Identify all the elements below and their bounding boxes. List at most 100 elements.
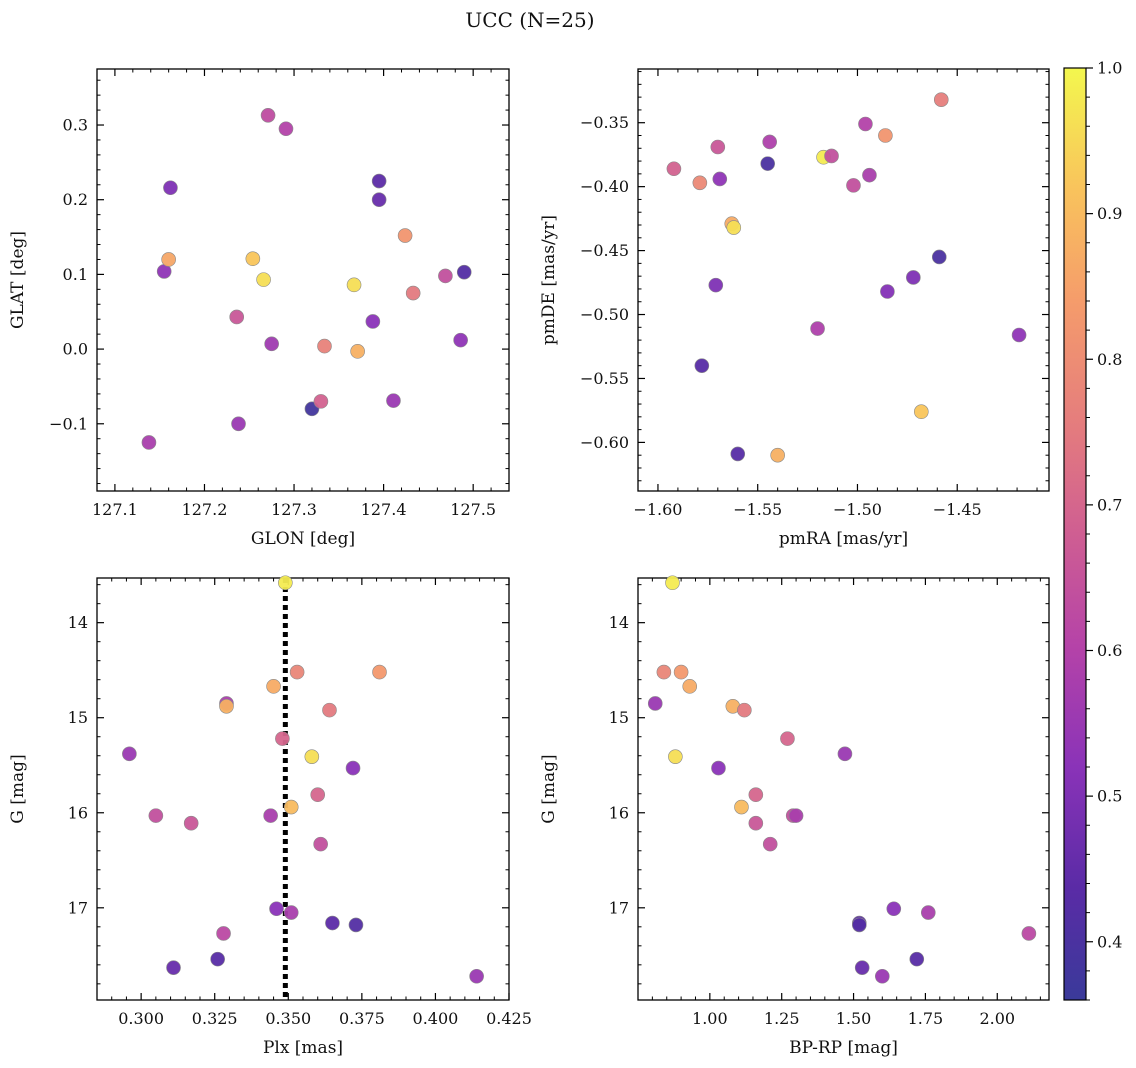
scatter-point (398, 229, 412, 243)
y-tick-label: 0.3 (63, 116, 88, 135)
x-axis-label: GLON [deg] (251, 529, 355, 549)
plot-frame (638, 578, 1049, 1000)
x-tick-label: −1.50 (833, 500, 882, 519)
scatter-point (284, 906, 298, 920)
x-tick-label: 127.3 (271, 500, 317, 519)
y-axis-label: pmDE [mas/yr] (539, 215, 559, 345)
scatter-point (880, 285, 894, 299)
scatter-point (780, 732, 794, 746)
y-tick-label: 14 (68, 613, 88, 632)
scatter-point (727, 221, 741, 235)
scatter-point (162, 252, 176, 266)
scatter-point (265, 337, 279, 351)
scatter-point (910, 952, 924, 966)
scatter-point (219, 699, 233, 713)
y-axis-label: G [mag] (8, 754, 28, 823)
scatter-point (314, 394, 328, 408)
scatter-point (667, 162, 681, 176)
scatter-panel-3: 0.3000.3250.3500.3750.4000.42514151617Pl… (8, 576, 532, 1058)
colorbar-gradient (1064, 68, 1086, 1000)
scatter-point (163, 181, 177, 195)
scatter-point (347, 278, 361, 292)
x-tick-label: 1.50 (836, 1009, 872, 1028)
scatter-point (749, 788, 763, 802)
x-tick-label: 0.325 (192, 1009, 238, 1028)
x-tick-label: 0.425 (486, 1009, 532, 1028)
scatter-point (470, 969, 484, 983)
scatter-point (267, 679, 281, 693)
scatter-point (763, 837, 777, 851)
scatter-point (322, 703, 336, 717)
y-axis-label: G [mag] (539, 754, 559, 823)
x-tick-label: 1.25 (764, 1009, 800, 1028)
scatter-point (934, 93, 948, 107)
colorbar-tick-label: 0.5 (1097, 787, 1122, 806)
scatter-point (270, 902, 284, 916)
scatter-point (648, 696, 662, 710)
x-tick-label: 127.2 (182, 500, 228, 519)
scatter-point (668, 750, 682, 764)
scatter-point (366, 314, 380, 328)
scatter-point (711, 761, 725, 775)
scatter-point (349, 918, 363, 932)
scatter-point (906, 270, 920, 284)
y-tick-label: 0.2 (63, 190, 88, 209)
y-tick-label: 15 (609, 708, 629, 727)
scatter-point (665, 576, 679, 590)
scatter-point (149, 809, 163, 823)
scatter-point (406, 286, 420, 300)
plot-frame (97, 578, 509, 1000)
x-tick-label: 0.375 (339, 1009, 385, 1028)
scatter-point (246, 252, 260, 266)
x-tick-label: −1.55 (733, 500, 782, 519)
y-tick-label: −0.40 (580, 177, 629, 196)
scatter-point (142, 435, 156, 449)
y-tick-label: 17 (68, 898, 88, 917)
x-tick-label: 127.1 (92, 500, 138, 519)
scatter-point (275, 732, 289, 746)
scatter-point (932, 250, 946, 264)
scatter-point (279, 122, 293, 136)
y-tick-label: 0.0 (63, 340, 88, 359)
colorbar-tick-label: 0.9 (1097, 204, 1122, 223)
scatter-point (372, 174, 386, 188)
scatter-point (351, 344, 365, 358)
scatter-point (862, 168, 876, 182)
scatter-point (713, 172, 727, 186)
scatter-point (709, 278, 723, 292)
scatter-point (737, 703, 751, 717)
scatter-point (734, 800, 748, 814)
scatter-point (264, 809, 278, 823)
scatter-point (763, 135, 777, 149)
scatter-point (325, 916, 339, 930)
scatter-point (761, 157, 775, 171)
scatter-point (846, 178, 860, 192)
figure-title: UCC (N=25) (465, 8, 594, 32)
scatter-point (825, 149, 839, 163)
scatter-point (711, 140, 725, 154)
scatter-point (887, 902, 901, 916)
scatter-panel-4: 1.001.251.501.752.0014151617BP-RP [mag]G… (539, 576, 1049, 1058)
scatter-point (278, 576, 292, 590)
scatter-point (771, 448, 785, 462)
x-tick-label: 127.5 (450, 500, 496, 519)
x-tick-label: 1.00 (692, 1009, 728, 1028)
scatter-point (346, 761, 360, 775)
scatter-point (1022, 926, 1036, 940)
x-axis-label: pmRA [mas/yr] (779, 529, 908, 549)
x-tick-label: −1.45 (933, 500, 982, 519)
y-tick-label: 17 (609, 898, 629, 917)
scatter-panel-1: 127.1127.2127.3127.4127.5−0.10.00.10.20.… (8, 69, 509, 549)
scatter-point (232, 417, 246, 431)
scatter-point (749, 816, 763, 830)
scatter-point (811, 322, 825, 336)
x-axis-label: Plx [mas] (263, 1038, 343, 1058)
scatter-point (852, 918, 866, 932)
y-tick-label: −0.50 (580, 305, 629, 324)
x-tick-label: 0.400 (413, 1009, 459, 1028)
scatter-point (373, 665, 387, 679)
colorbar: 0.40.50.60.70.80.91.0 (1064, 59, 1122, 1001)
x-tick-label: 0.350 (265, 1009, 311, 1028)
y-axis-label: GLAT [deg] (8, 231, 28, 329)
scatter-point (290, 665, 304, 679)
